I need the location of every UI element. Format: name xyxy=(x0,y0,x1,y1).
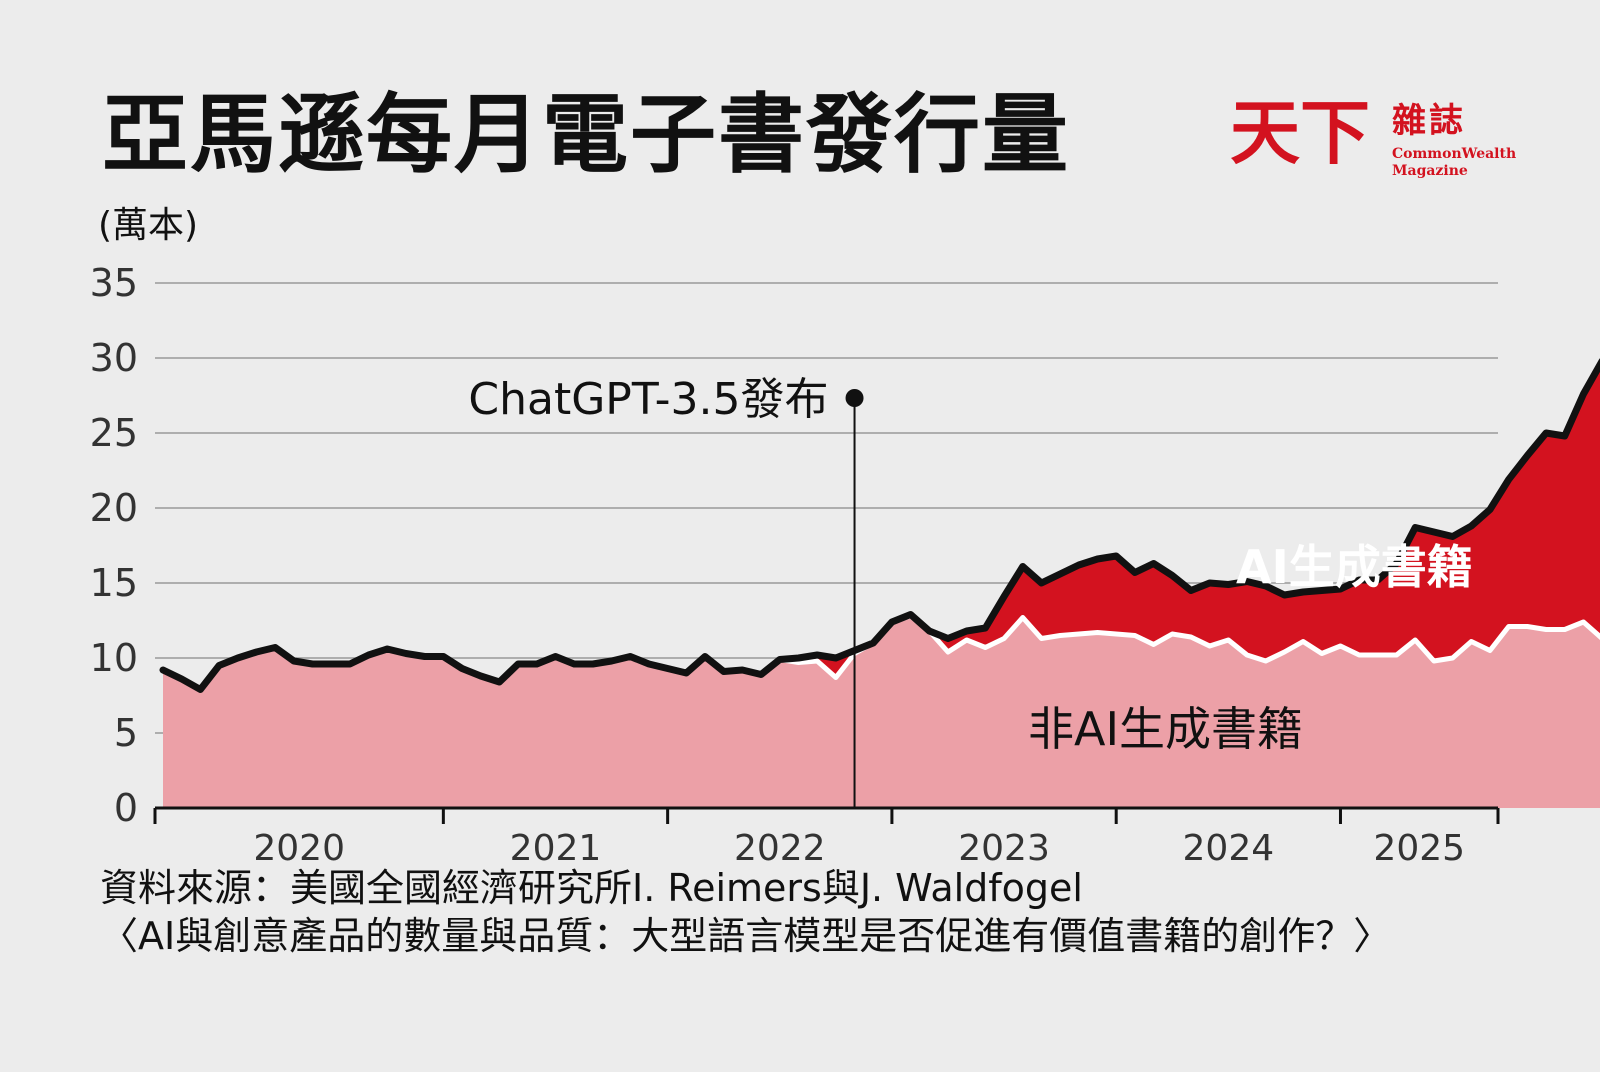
annotation-layer: ChatGPT-3.5發布 xyxy=(468,374,864,808)
source-line-2: 〈AI與創意產品的數量與品質：大型語言模型是否促進有價值書籍的創作？〉 xyxy=(100,914,1392,958)
annotation-label: ChatGPT-3.5發布 xyxy=(468,374,828,425)
logo-english-text: CommonWealth Magazine xyxy=(1392,146,1516,180)
total-line xyxy=(159,358,1600,693)
x-tick-label: 2020 xyxy=(253,828,345,869)
y-tick-label: 0 xyxy=(114,786,138,830)
y-tick-label: 20 xyxy=(90,486,138,530)
commonwealth-logo: 天下 雜誌 CommonWealth Magazine xyxy=(1230,98,1520,188)
logo-en-line1: CommonWealth xyxy=(1392,146,1517,162)
y-tick-label: 15 xyxy=(90,561,138,605)
x-tick-label: 2024 xyxy=(1183,828,1275,869)
y-unit-label: (萬本) xyxy=(98,205,199,246)
x-tick-label: 2025 xyxy=(1373,828,1465,869)
y-tick-label: 30 xyxy=(90,336,138,380)
non-ai-area-label: 非AI生成書籍 xyxy=(1028,702,1303,756)
y-tick-label: 10 xyxy=(90,636,138,680)
source-line-1: 資料來源：美國全國經濟研究所I. Reimers與J. Waldfogel xyxy=(100,866,1083,910)
x-tick-label: 2023 xyxy=(958,828,1050,869)
ai-area-label: AI生成書籍 xyxy=(1236,540,1473,594)
y-tick-label: 35 xyxy=(90,261,138,305)
chart-title: 亞馬遜每月電子書發行量 xyxy=(102,85,1070,185)
source-note: 資料來源：美國全國經濟研究所I. Reimers與J. Waldfogel 〈A… xyxy=(100,864,1391,960)
y-tick-label: 25 xyxy=(90,411,138,455)
x-tick-label: 2021 xyxy=(510,828,602,869)
x-tick-label: 2022 xyxy=(734,828,826,869)
logo-sub-text: 雜誌 xyxy=(1392,101,1466,141)
logo-main-text: 天下 xyxy=(1230,91,1370,174)
logo-en-line2: Magazine xyxy=(1392,163,1468,179)
y-tick-label: 5 xyxy=(114,711,138,755)
line-layer xyxy=(159,358,1600,693)
annotation-dot xyxy=(845,389,864,407)
ai-area xyxy=(163,364,1600,690)
